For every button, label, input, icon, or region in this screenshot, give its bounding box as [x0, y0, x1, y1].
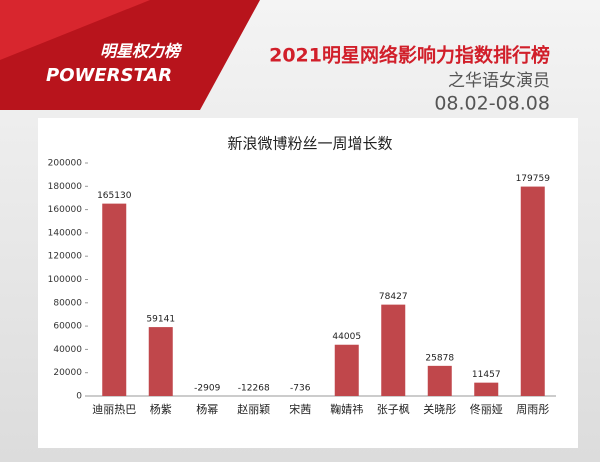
bar — [334, 344, 359, 396]
y-tick-label: 0 — [76, 392, 82, 402]
value-label: 179759 — [516, 174, 551, 184]
x-tick-label: 宋茜 — [289, 402, 311, 416]
x-tick-label: 杨幂 — [196, 402, 218, 416]
page-title: 2021明星网络影响力指数排行榜 — [269, 44, 550, 67]
y-tick-label: 60000 — [53, 322, 82, 332]
value-label: 78427 — [379, 292, 408, 302]
date-range: 08.02-08.08 — [434, 93, 550, 115]
x-tick-label: 张子枫 — [377, 402, 410, 416]
bar — [427, 365, 452, 396]
y-tick-label: 140000 — [48, 228, 83, 238]
bar — [520, 186, 545, 396]
logo: 明星权力榜 — [100, 42, 183, 61]
y-tick-label: 80000 — [53, 298, 82, 308]
value-label: 11457 — [472, 370, 501, 380]
y-tick-label: 200000 — [48, 159, 83, 169]
y-tick-label: 40000 — [53, 345, 82, 355]
value-label: 44005 — [332, 332, 361, 342]
x-tick-label: 佟丽娅 — [470, 402, 503, 416]
y-tick-label: 100000 — [48, 275, 83, 285]
y-tick-label: 20000 — [53, 368, 82, 378]
x-tick-label: 杨紫 — [150, 402, 172, 416]
bar — [102, 203, 127, 396]
value-label: 165130 — [97, 191, 132, 201]
bar — [148, 327, 173, 396]
bar — [381, 304, 406, 396]
value-label: 25878 — [425, 353, 454, 363]
y-tick-label: 160000 — [48, 205, 83, 215]
value-label: 59141 — [146, 315, 175, 325]
x-tick-label: 关晓彤 — [423, 402, 456, 416]
x-tick-label: 赵丽颖 — [237, 402, 270, 416]
banner-accent — [0, 0, 150, 60]
page-subtitle: 之华语女演员 — [448, 71, 550, 91]
x-tick-label: 周雨彤 — [516, 403, 549, 416]
bar — [474, 382, 499, 396]
value-label: -736 — [290, 384, 311, 394]
value-label: -12268 — [238, 384, 270, 394]
brand: POWERSTAR — [46, 65, 172, 86]
x-tick-label: 鞠婧祎 — [330, 402, 363, 416]
x-tick-label: 迪丽热巴 — [92, 403, 136, 416]
chart-title: 新浪微博粉丝一周增长数 — [227, 135, 392, 153]
y-tick-label: 180000 — [48, 182, 83, 192]
value-label: -2909 — [194, 384, 220, 394]
y-tick-label: 120000 — [48, 252, 83, 262]
